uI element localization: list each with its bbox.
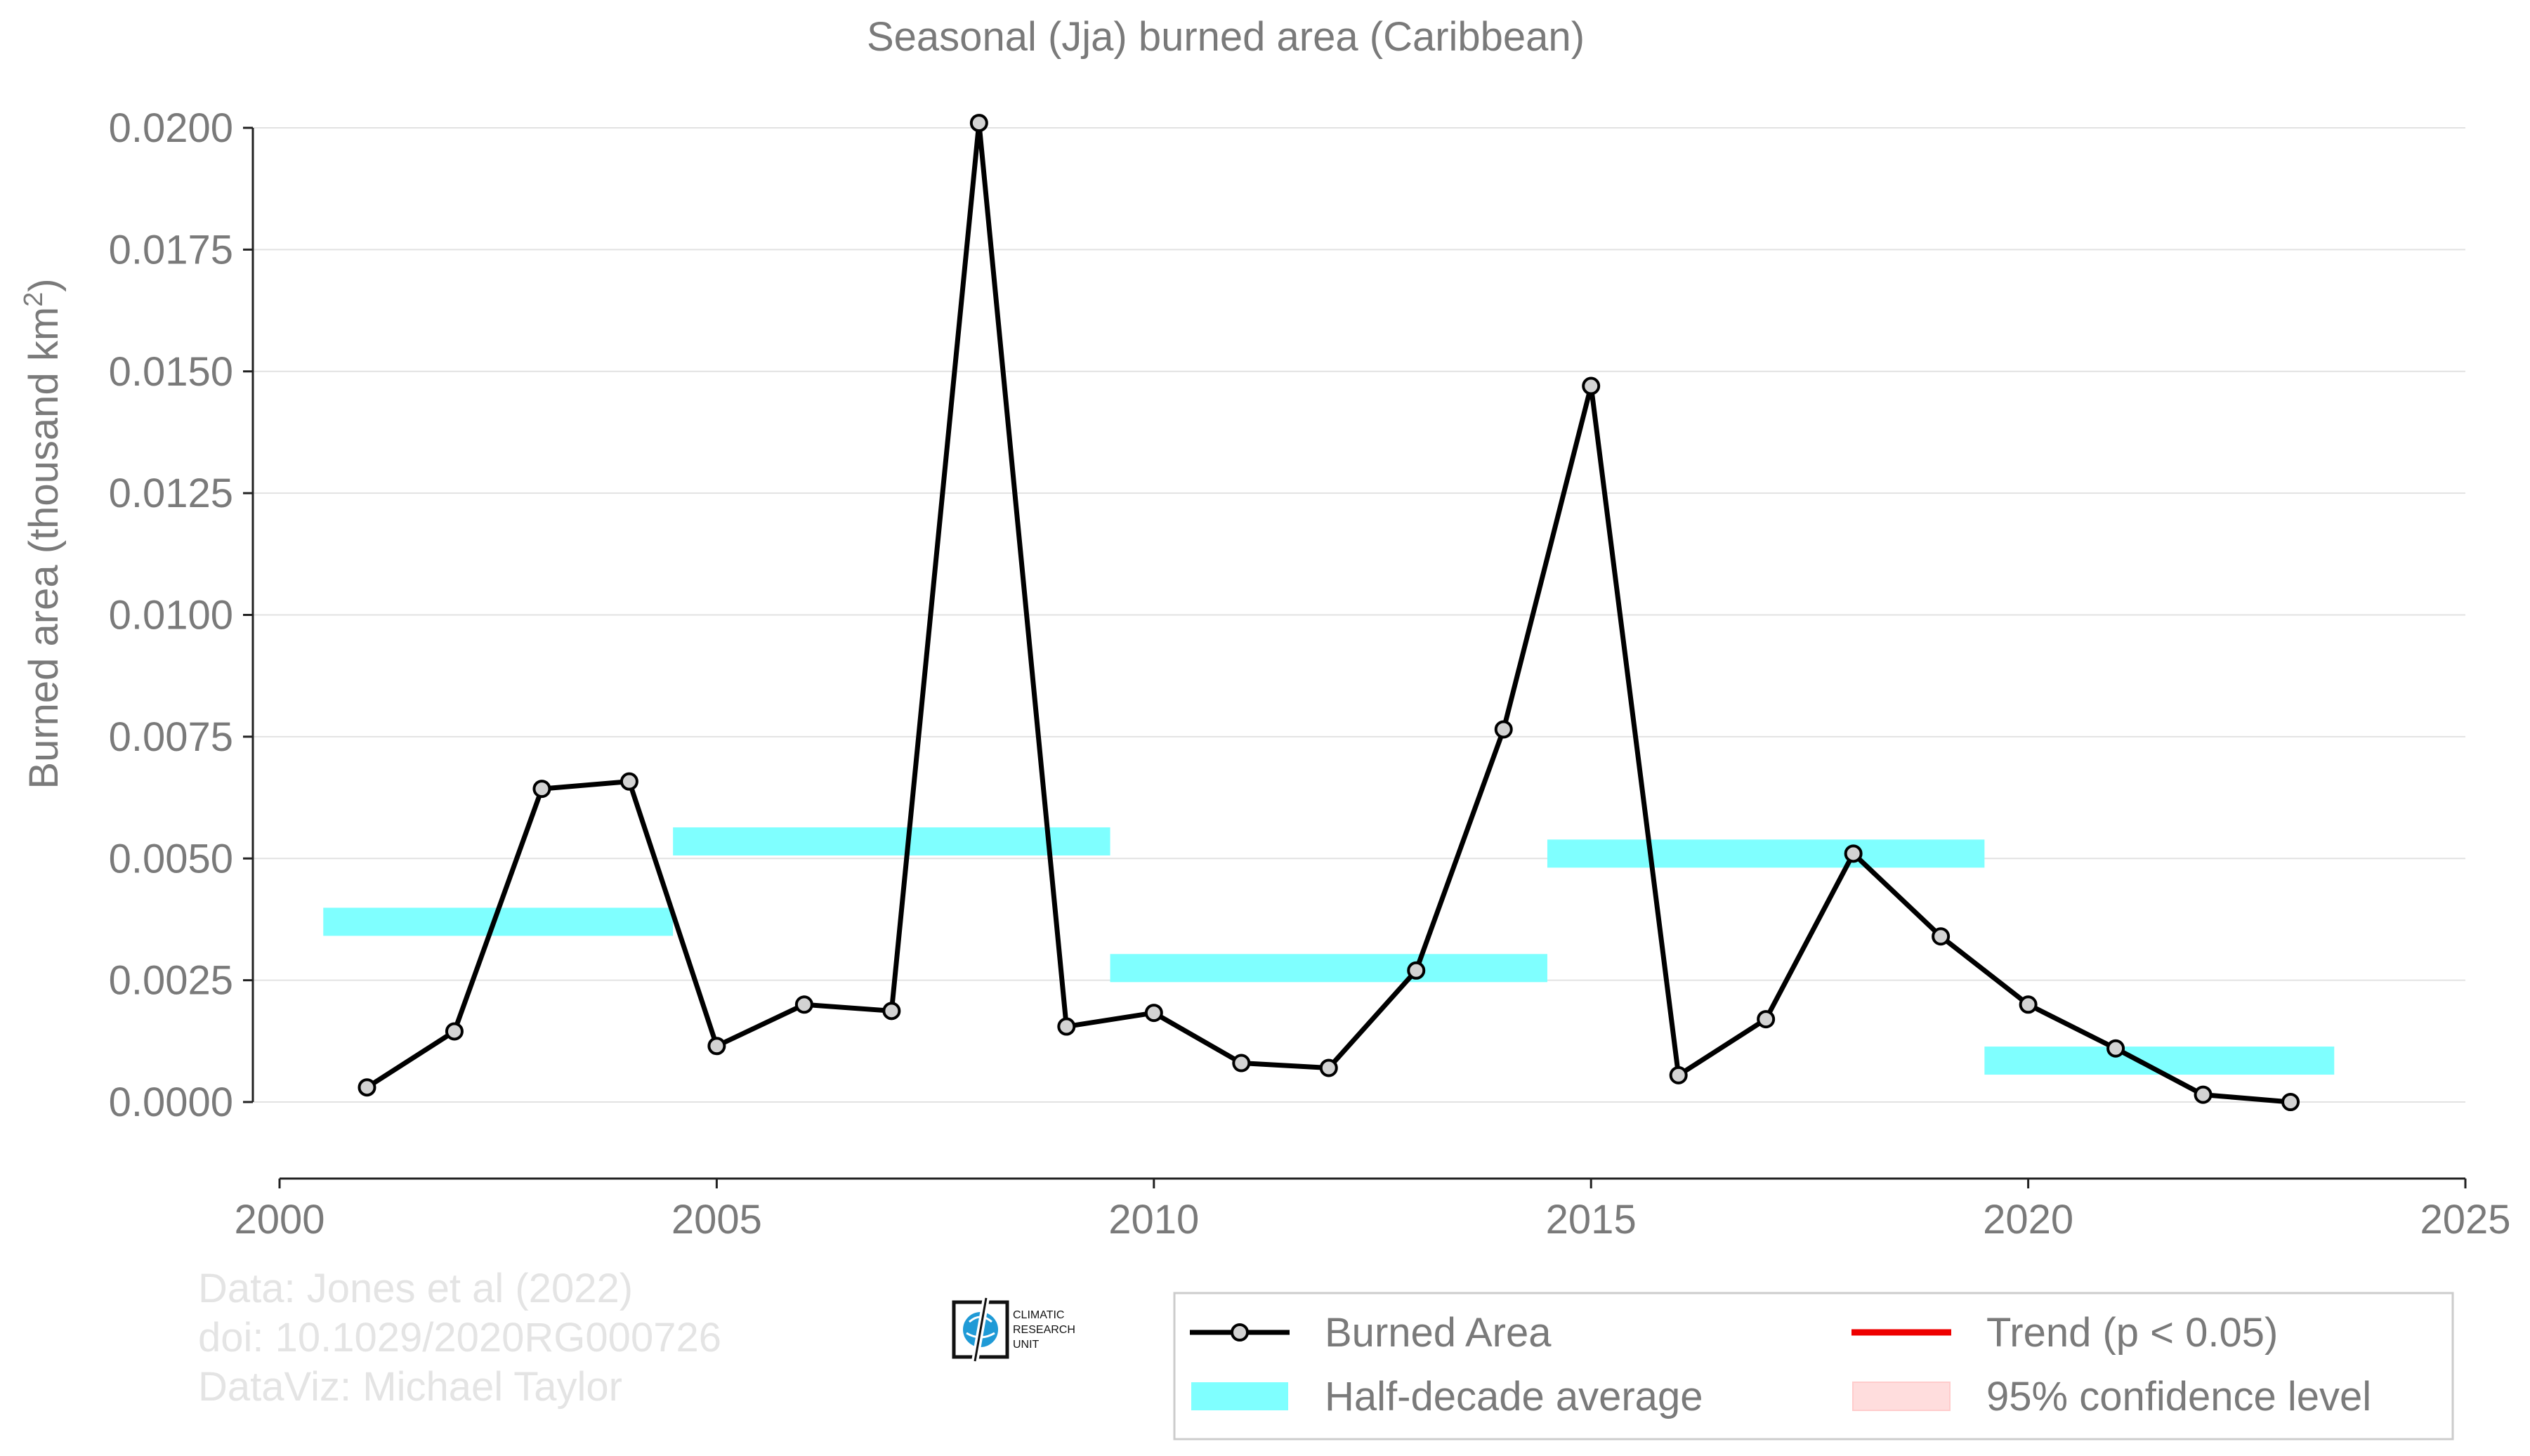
burned-area-point xyxy=(969,114,988,133)
legend-ci-label: 95% confidence level xyxy=(1986,1374,2371,1419)
y-axis-label-close: ) xyxy=(21,278,67,291)
burned-area-point xyxy=(1757,1010,1776,1029)
burned-area-point xyxy=(358,1078,376,1097)
burned-area-point xyxy=(2106,1039,2125,1058)
x-tick-label: 2010 xyxy=(1108,1197,1199,1242)
grid-lines xyxy=(253,127,2465,1103)
burned-area-point xyxy=(1669,1065,1688,1084)
half-decade-average-bands xyxy=(323,827,2335,1075)
burned-area-point xyxy=(1582,376,1601,395)
y-axis-label-main: Burned area (thousand km xyxy=(21,307,67,789)
burned-area-point xyxy=(882,1002,901,1021)
y-tick-label: 0.0025 xyxy=(109,958,233,1004)
legend-burned-area-marker xyxy=(1231,1323,1249,1342)
burned-area-point xyxy=(1494,720,1513,739)
cru-logo-text-3: UNIT xyxy=(1013,1339,1040,1351)
half-decade-bar xyxy=(1547,839,1985,868)
x-tick-label: 2025 xyxy=(2420,1197,2510,1242)
cru-logo-frame xyxy=(952,1300,1009,1359)
x-ticks: 2000 2005 2010 2015 2020 2025 xyxy=(234,1179,2511,1242)
axes xyxy=(251,128,2465,1180)
burned-area-point xyxy=(794,995,813,1014)
cru-logo-text-2: RESEARCH xyxy=(1013,1324,1075,1336)
x-tick-label: 2020 xyxy=(1983,1197,2073,1242)
legend-ci-swatch xyxy=(1852,1382,1951,1411)
burned-area-point xyxy=(707,1037,726,1056)
credits: Data: Jones et al (2022) doi: 10.1029/20… xyxy=(198,1266,721,1410)
burned-area-point xyxy=(620,772,638,791)
x-tick-label: 2005 xyxy=(671,1197,762,1242)
burned-area-point xyxy=(2281,1093,2300,1111)
y-tick-label: 0.0000 xyxy=(109,1080,233,1125)
burned-area-point xyxy=(2194,1085,2213,1104)
y-ticks: 0.0000 0.0025 0.0050 0.0075 0.0100 0.0125 0.01… xyxy=(109,105,253,1125)
y-axis-label-sup: 2 xyxy=(19,292,48,307)
burned-area-point xyxy=(1932,927,1951,946)
y-tick-label: 0.0100 xyxy=(109,593,233,638)
x-tick-label: 2015 xyxy=(1546,1197,1637,1242)
burned-area-point xyxy=(1319,1058,1338,1077)
y-tick-label: 0.0200 xyxy=(109,105,233,151)
y-tick-label: 0.0050 xyxy=(109,836,233,881)
burned-area-point xyxy=(1407,961,1426,980)
credit-dataviz: DataViz: Michael Taylor xyxy=(198,1364,622,1410)
x-tick-label: 2000 xyxy=(234,1197,325,1242)
burned-area-point xyxy=(1057,1017,1076,1036)
y-tick-label: 0.0075 xyxy=(109,714,233,760)
cru-logo: CLIMATIC RESEARCH UNIT xyxy=(952,1297,1075,1362)
y-tick-label: 0.0150 xyxy=(109,349,233,395)
half-decade-bar xyxy=(673,827,1110,855)
legend-frame xyxy=(1173,1292,2454,1441)
cru-logo-text-1: CLIMATIC xyxy=(1013,1309,1064,1321)
legend-burned-area-label: Burned Area xyxy=(1325,1310,1552,1356)
burned-area-point xyxy=(2019,995,2038,1014)
burned-area-point xyxy=(445,1022,464,1041)
legend-trend-label: Trend (p < 0.05) xyxy=(1986,1310,2278,1356)
y-axis-label: Burned area (thousand km2) xyxy=(19,278,67,789)
burned-area-point xyxy=(1232,1054,1251,1073)
credit-data: Data: Jones et al (2022) xyxy=(198,1266,633,1311)
burned-area-point xyxy=(1144,1004,1163,1023)
y-tick-label: 0.0125 xyxy=(109,471,233,516)
legend-half-decade-swatch xyxy=(1191,1382,1288,1410)
burned-area-point xyxy=(1844,844,1863,863)
legend: Burned Area Half-decade average Trend (p… xyxy=(1173,1292,2454,1441)
burned-area-point xyxy=(532,780,551,799)
legend-half-decade-label: Half-decade average xyxy=(1325,1374,1703,1419)
half-decade-bar xyxy=(1110,954,1547,983)
credit-doi: doi: 10.1029/2020RG000726 xyxy=(198,1315,721,1360)
chart-title: Seasonal (Jja) burned area (Caribbean) xyxy=(867,14,1585,60)
y-tick-label: 0.0175 xyxy=(109,227,233,273)
burned-area-series xyxy=(358,114,2300,1111)
